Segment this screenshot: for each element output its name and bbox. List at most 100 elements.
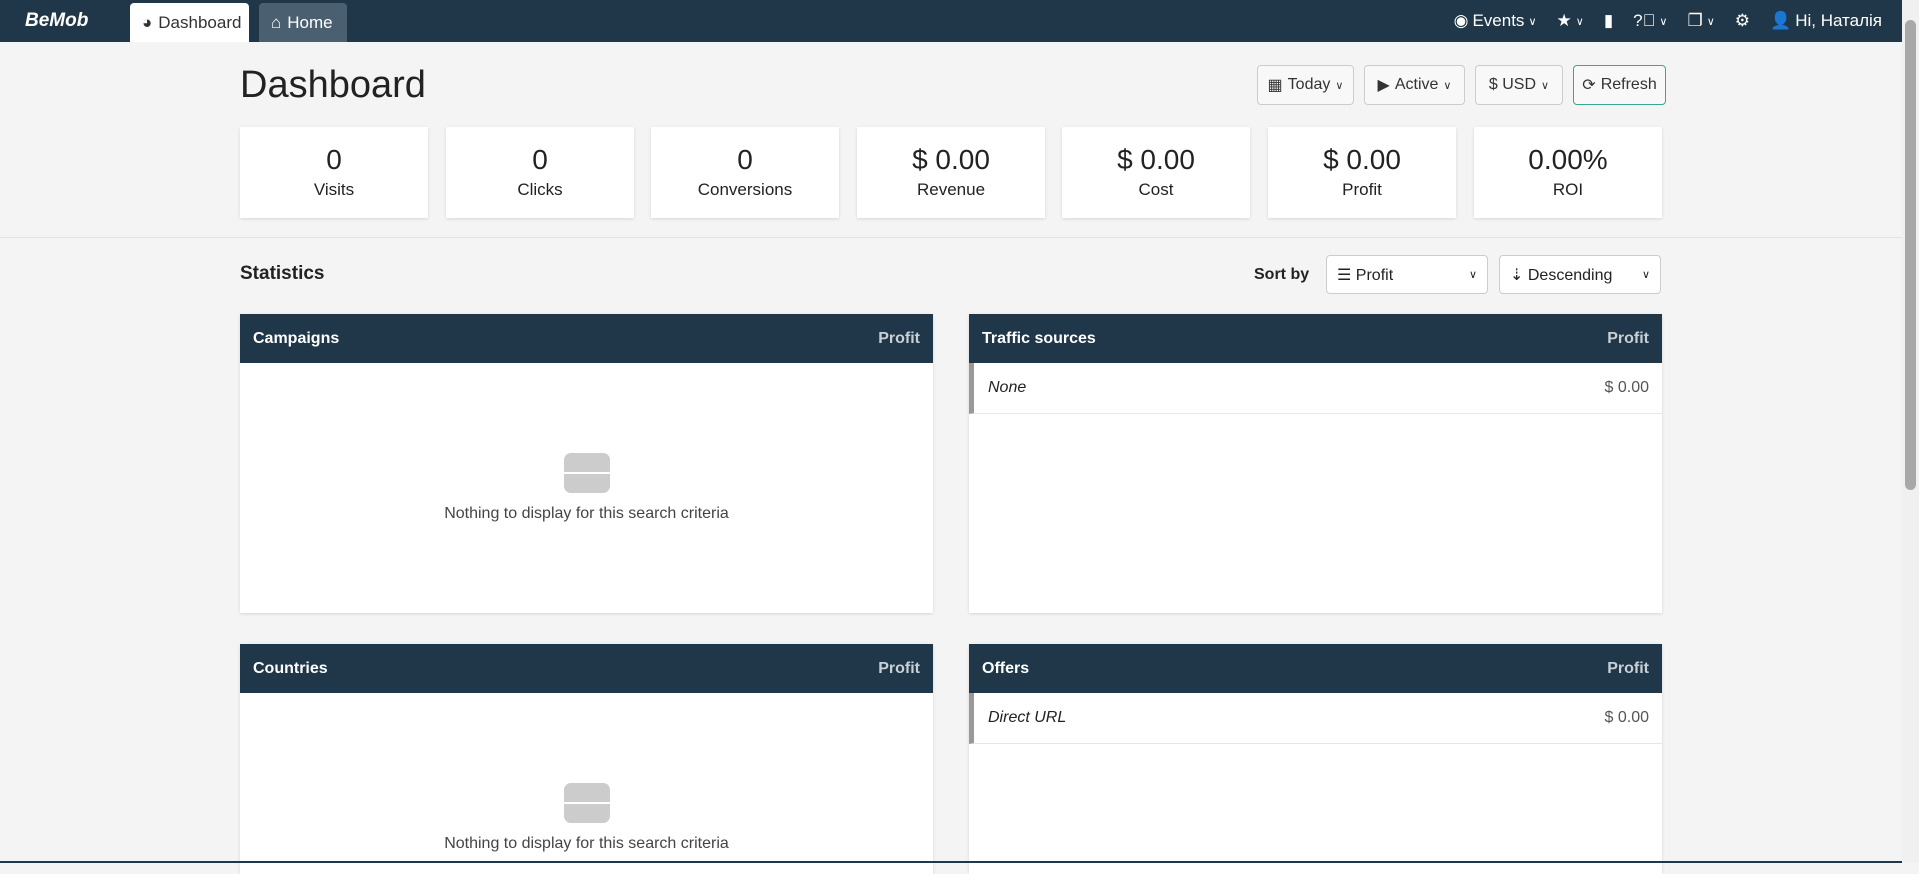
help-menu[interactable]: ?⃝ ∨ bbox=[1633, 11, 1667, 31]
stat-value: $ 0.00 bbox=[1323, 144, 1401, 175]
item-value: $ 0.00 bbox=[1604, 379, 1649, 396]
stat-value: 0 bbox=[326, 144, 342, 175]
calendar-icon: ▦ bbox=[1267, 77, 1283, 94]
refresh-label: Refresh bbox=[1600, 76, 1657, 93]
stat-value: 0 bbox=[532, 144, 548, 175]
chevron-down-icon: ∨ bbox=[1659, 15, 1668, 28]
copy-icon: ❐ bbox=[1687, 11, 1703, 30]
events-menu[interactable]: ◉ Events ∨ bbox=[1454, 11, 1537, 31]
chevron-down-icon: ∨ bbox=[1641, 269, 1650, 281]
chevron-down-icon: ∨ bbox=[1706, 15, 1715, 28]
server-icon bbox=[563, 783, 610, 823]
tab-dashboard[interactable]: ◕ Dashboard bbox=[130, 3, 249, 42]
chevron-down-icon: ∨ bbox=[1541, 79, 1550, 92]
stat-label: ROI bbox=[1552, 180, 1584, 199]
sort-order-select[interactable]: ⇣ Descending ∨ bbox=[1499, 255, 1661, 294]
chevron-down-icon: ∨ bbox=[1575, 15, 1584, 28]
list-item[interactable]: None $ 0.00 bbox=[969, 363, 1662, 414]
stat-value: $ 0.00 bbox=[1117, 144, 1195, 175]
countries-panel: Countries Profit Nothing to display for t… bbox=[240, 644, 933, 874]
star-icon: ★ bbox=[1556, 11, 1572, 30]
status-filter-dropdown[interactable]: ▶ Active ∨ bbox=[1364, 65, 1465, 105]
panel-title: Offers bbox=[982, 659, 1030, 677]
panel-metric: Profit bbox=[878, 329, 920, 347]
stat-value: 0 bbox=[737, 144, 753, 175]
item-name: None bbox=[988, 379, 1027, 396]
stat-label: Revenue bbox=[916, 180, 986, 199]
panel-metric: Profit bbox=[1607, 659, 1649, 677]
events-label: Events bbox=[1472, 11, 1525, 30]
user-icon: 👤 bbox=[1770, 11, 1792, 30]
dashboard-icon: ◕ bbox=[142, 12, 153, 32]
divider bbox=[0, 237, 1902, 238]
stat-label: Profit bbox=[1342, 180, 1382, 199]
panel-metric: Profit bbox=[1607, 329, 1649, 347]
list-icon: ☰ bbox=[1337, 266, 1356, 284]
stat-card-roi: 0.00% ROI bbox=[1474, 127, 1662, 218]
sort-order-value: Descending bbox=[1527, 266, 1613, 284]
user-name: Hi, Наталія bbox=[1795, 11, 1882, 30]
list-item[interactable]: Direct URL $ 0.00 bbox=[969, 693, 1662, 744]
empty-state: Nothing to display for this search crite… bbox=[240, 453, 933, 523]
gauge-icon: ◉ bbox=[1453, 11, 1469, 30]
tab-label: Home bbox=[287, 12, 333, 32]
empty-state: Nothing to display for this search crite… bbox=[240, 783, 933, 853]
item-value: $ 0.00 bbox=[1604, 709, 1649, 726]
date-filter-label: Today bbox=[1287, 76, 1331, 93]
panel-title: Campaigns bbox=[253, 329, 340, 347]
stat-value: $ 0.00 bbox=[912, 144, 990, 175]
empty-message: Nothing to display for this search crite… bbox=[444, 835, 729, 852]
currency-label: $ USD bbox=[1488, 76, 1537, 93]
user-menu[interactable]: 👤 Hi, Наталія bbox=[1770, 11, 1882, 31]
bemob-logo[interactable]: BeMob bbox=[25, 10, 89, 31]
sort-by-label: Sort by bbox=[1254, 266, 1310, 283]
date-filter-dropdown[interactable]: ▦ Today ∨ bbox=[1257, 65, 1354, 105]
home-icon: ⌂ bbox=[271, 12, 282, 32]
chevron-down-icon: ∨ bbox=[1335, 79, 1344, 92]
refresh-button[interactable]: ⟳ Refresh bbox=[1573, 65, 1666, 105]
play-icon: ▶ bbox=[1377, 77, 1390, 94]
item-name: Direct URL bbox=[988, 709, 1067, 726]
top-navbar: BeMob ◕ Dashboard ⌂ Home ◉ Events ∨ ★ ∨ ▮ ?⃝ ∨… bbox=[0, 0, 1902, 42]
empty-message: Nothing to display for this search crite… bbox=[444, 505, 729, 522]
gear-icon[interactable]: ⚙ bbox=[1734, 11, 1751, 30]
panel-metric: Profit bbox=[878, 659, 920, 677]
stat-card-profit: $ 0.00 Profit bbox=[1268, 127, 1456, 218]
sort-field-value: Profit bbox=[1355, 266, 1394, 284]
favorites-menu[interactable]: ★ ∨ bbox=[1557, 11, 1584, 31]
currency-dropdown[interactable]: $ USD ∨ bbox=[1475, 65, 1563, 105]
stat-card-visits: 0 Visits bbox=[240, 127, 428, 218]
windows-menu[interactable]: ❐ ∨ bbox=[1687, 11, 1714, 31]
stat-card-revenue: $ 0.00 Revenue bbox=[857, 127, 1045, 218]
tab-home[interactable]: ⌂ Home bbox=[259, 3, 347, 42]
server-icon bbox=[563, 453, 610, 493]
stat-value: 0.00% bbox=[1528, 144, 1608, 175]
stat-label: Cost bbox=[1138, 180, 1174, 199]
chevron-down-icon: ∨ bbox=[1443, 79, 1452, 92]
stat-label: Visits bbox=[313, 180, 355, 199]
chevron-down-icon: ∨ bbox=[1468, 269, 1477, 281]
question-icon: ?⃝ bbox=[1633, 11, 1656, 30]
chevron-down-icon: ∨ bbox=[1528, 15, 1537, 28]
tab-label: Dashboard bbox=[158, 12, 242, 32]
stat-label: Clicks bbox=[517, 180, 563, 199]
stat-card-conversions: 0 Conversions bbox=[651, 127, 839, 218]
status-filter-label: Active bbox=[1394, 76, 1439, 93]
chat-icon[interactable]: ▮ bbox=[1603, 11, 1614, 30]
page-title: Dashboard bbox=[240, 64, 426, 106]
traffic-sources-panel: Traffic sources Profit None $ 0.00 bbox=[969, 314, 1662, 613]
scrollbar-thumb[interactable] bbox=[1905, 20, 1916, 490]
scrollbar[interactable] bbox=[1902, 0, 1919, 863]
stat-card-clicks: 0 Clicks bbox=[446, 127, 634, 218]
sort-field-select[interactable]: ☰ Profit ∨ bbox=[1326, 255, 1488, 294]
panel-title: Traffic sources bbox=[982, 329, 1096, 347]
campaigns-panel: Campaigns Profit Nothing to display for t… bbox=[240, 314, 933, 613]
refresh-icon: ⟳ bbox=[1582, 77, 1596, 94]
panel-title: Countries bbox=[253, 659, 328, 677]
bottom-border bbox=[0, 861, 1902, 863]
offers-panel: Offers Profit Direct URL $ 0.00 bbox=[969, 644, 1662, 874]
stat-card-cost: $ 0.00 Cost bbox=[1062, 127, 1250, 218]
stat-label: Conversions bbox=[697, 180, 793, 199]
statistics-title: Statistics bbox=[240, 263, 325, 284]
sort-desc-icon: ⇣ bbox=[1510, 266, 1528, 284]
